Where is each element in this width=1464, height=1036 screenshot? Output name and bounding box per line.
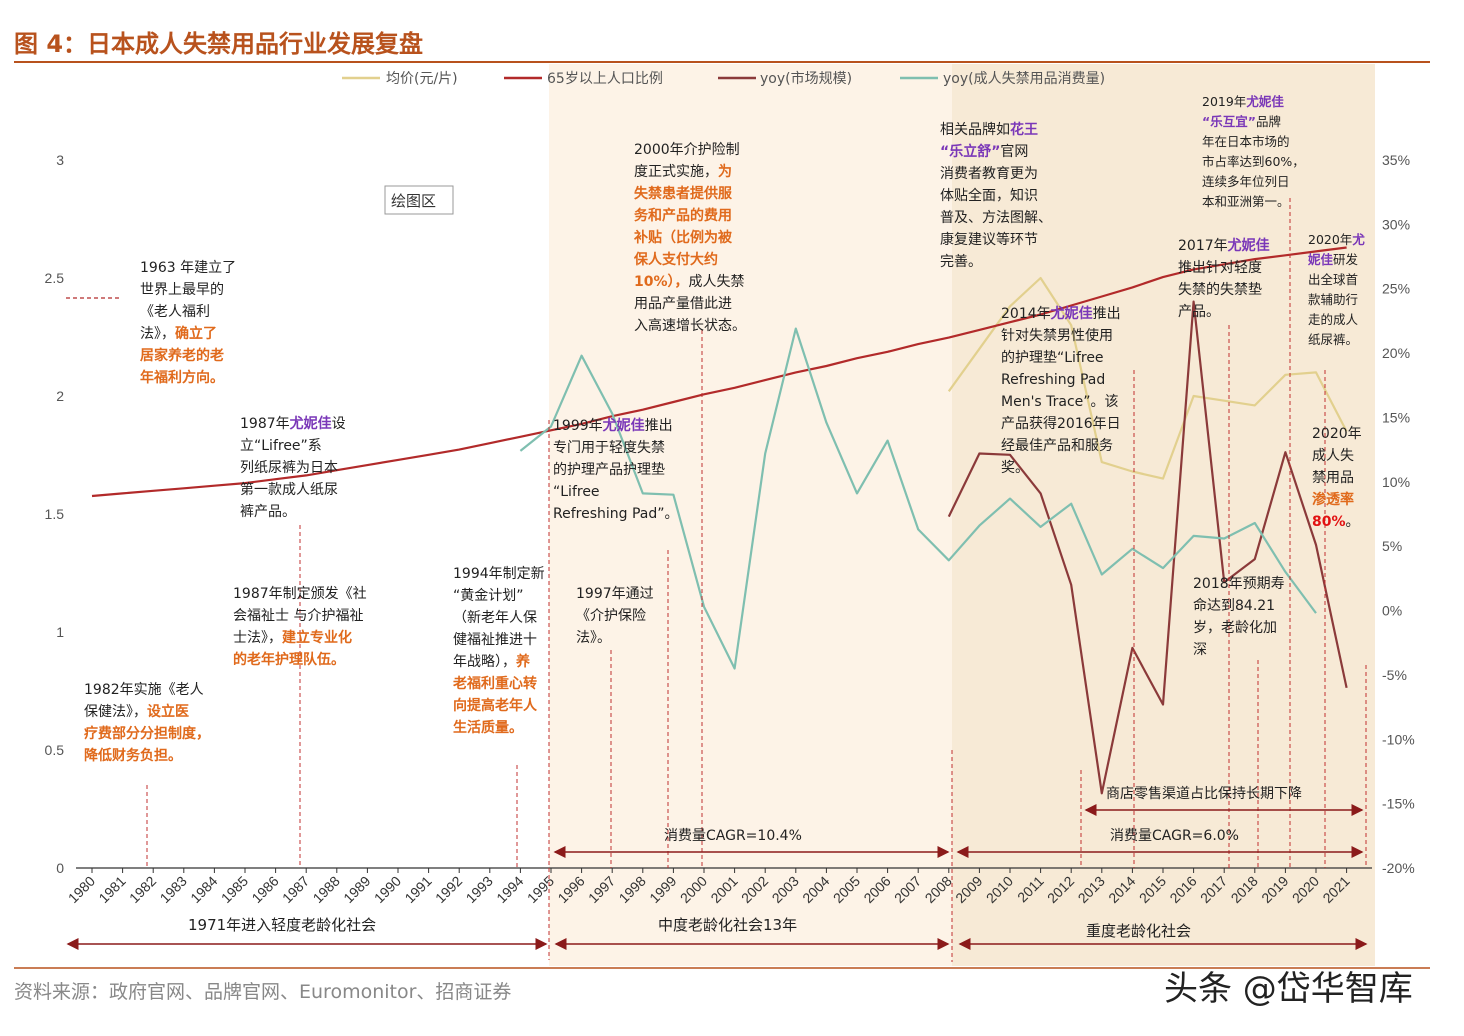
annotation-1987-law: 1987年制定颁发《社 会福祉士 与介护福祉 士法》，建立专业化 的老年护理队伍… [233, 586, 371, 668]
annotation-1997: 1997年通过 《介护保险 法》。 [576, 586, 658, 646]
x-tick-label: 1993 [463, 873, 496, 906]
x-tick-label: 1981 [95, 873, 128, 906]
right-tick-label: 35% [1382, 152, 1410, 168]
right-tick-label: -10% [1382, 731, 1415, 747]
cagr1-label: 消费量CAGR=10.4% [664, 828, 802, 844]
series-line-1 [91, 246, 1347, 498]
annotation-1982: 1982年实施《老人 保健法》，设立医 疗费部分分担制度， 降低财务负担。 [84, 682, 214, 764]
legend-label-market: yoy(市场规模) [760, 70, 852, 87]
right-tick-label: -20% [1382, 860, 1415, 876]
annotation-1987-lifree: 1987年尤妮佳设 立“Lifree”系 列纸尿裤为日本 第一款成人纸尿 裤产品… [240, 415, 350, 520]
left-tick-label: 1.5 [45, 506, 65, 522]
left-tick-label: 0.5 [45, 742, 65, 758]
x-tick-label: 1989 [340, 873, 373, 906]
phase1-label: 1971年进入轻度老龄化社会 [188, 916, 376, 934]
annotation-1994: 1994年制定新 “黄金计划” （新老年人保 健福祉推进十 年战略），养 老福利… [453, 566, 549, 736]
phase2-label: 中度老龄化社会13年 [658, 916, 797, 934]
x-tick-label: 1988 [310, 873, 343, 906]
right-axis: -20% -15% -10% -5% 0% 5% 10% 15% 20% 25% 30% 35% [1382, 152, 1415, 876]
x-tick-label: 1987 [279, 873, 312, 906]
legend-label-aging: 65岁以上人口比例 [547, 71, 663, 87]
right-tick-label: 30% [1382, 216, 1410, 232]
shade-middle-aging [549, 64, 952, 966]
event-lines [146, 198, 1367, 962]
annotation-2014: 2014年尤妮佳推出 针对失禁男性使用 的护理垫“Lifree Refreshi… [1001, 305, 1125, 476]
chart-title: 图 4：日本成人失禁用品行业发展复盘 [14, 30, 423, 58]
left-tick-label: 2 [56, 388, 64, 404]
x-tick-label: 1990 [371, 873, 404, 906]
plot-area-label-box [384, 185, 454, 215]
annotation-2000: 2000年介护险制 度正式实施，为 失禁患者提供服 务和产品的费用 补贴（比例为… [633, 142, 749, 334]
annotation-1963: 1963 年建立了 世界上最早的 《老人福利 法》，确立了 居家养老的老 年福利… [140, 260, 241, 386]
legend: 均价(元/片) 65岁以上人口比例 yoy(市场规模) yoy(成人失禁用品消费… [342, 70, 1105, 87]
annotation-2020-penetration: 2020年 成人失 禁用品 渗透率 80%。 [1312, 426, 1366, 530]
right-tick-label: 5% [1382, 538, 1402, 554]
watermark: 头条 @岱华智库 [1164, 969, 1413, 1009]
left-tick-label: 2.5 [45, 270, 65, 286]
retail-label: 商店零售渠道占比保持长期下降 [1106, 786, 1302, 802]
x-tick-label: 1994 [493, 873, 526, 906]
legend-label-price: 均价(元/片) [386, 71, 458, 87]
x-tick-label: 1986 [248, 873, 281, 906]
plot-area-label: 绘图区 [391, 192, 436, 210]
annotation-1999: 1999年尤妮佳推出 专门用于轻度失禁 的护理产品护理垫 “Lifree Ref… [553, 417, 679, 522]
annotation-2018: 2018年预期寿 命达到84.21 岁，老龄化加 深 [1193, 575, 1289, 658]
left-tick-label: 0 [56, 860, 64, 876]
annotation-2020-walking: 2020年尤 妮佳研发 出全球首 款辅助行 走的成人 纸尿裤。 [1307, 232, 1369, 347]
x-tick-label: 1984 [187, 873, 220, 906]
right-tick-label: 10% [1382, 474, 1410, 490]
annotation-2017: 2017年尤妮佳 推出针对轻度 失禁的失禁垫 产品。 [1178, 237, 1274, 320]
annotation-2008: 相关品牌如花王 “乐立舒”官网 消费者教育更为 体贴全面，知识 普及、方法图解、… [940, 121, 1056, 270]
source-note: 资料来源：政府官网、品牌官网、Euromonitor、招商证券 [14, 981, 511, 1003]
cagr2-label: 消费量CAGR=6.0% [1110, 828, 1239, 844]
left-axis: 0 0.5 1 1.5 2 2.5 3 [45, 152, 65, 876]
x-tick-label: 1982 [126, 873, 159, 906]
left-tick-label: 1 [56, 624, 64, 640]
right-tick-label: 25% [1382, 281, 1410, 297]
right-tick-label: 15% [1382, 409, 1410, 425]
x-tick-label: 1980 [65, 873, 98, 906]
right-tick-label: -15% [1382, 796, 1415, 812]
series-line-2 [947, 300, 1348, 795]
left-tick-label: 3 [56, 152, 64, 168]
phase3-label: 重度老龄化社会 [1086, 922, 1191, 940]
x-tick-label: 1992 [432, 873, 465, 906]
right-tick-label: -5% [1382, 667, 1407, 683]
x-tick-label: 1985 [218, 873, 251, 906]
series-line-3 [519, 327, 1317, 670]
right-tick-label: 20% [1382, 345, 1410, 361]
series-layer [91, 246, 1348, 795]
annotation-2019: 2019年尤妮佳 “乐互宜”品牌 年在日本市场的 市占率达到60%， 连续多年位… [1202, 94, 1309, 209]
right-tick-label: 0% [1382, 603, 1402, 619]
series-line-0 [947, 276, 1348, 480]
legend-label-consumption: yoy(成人失禁用品消费量) [943, 71, 1105, 87]
x-tick-label: 1983 [157, 873, 190, 906]
x-tick-label: 1991 [401, 873, 434, 906]
